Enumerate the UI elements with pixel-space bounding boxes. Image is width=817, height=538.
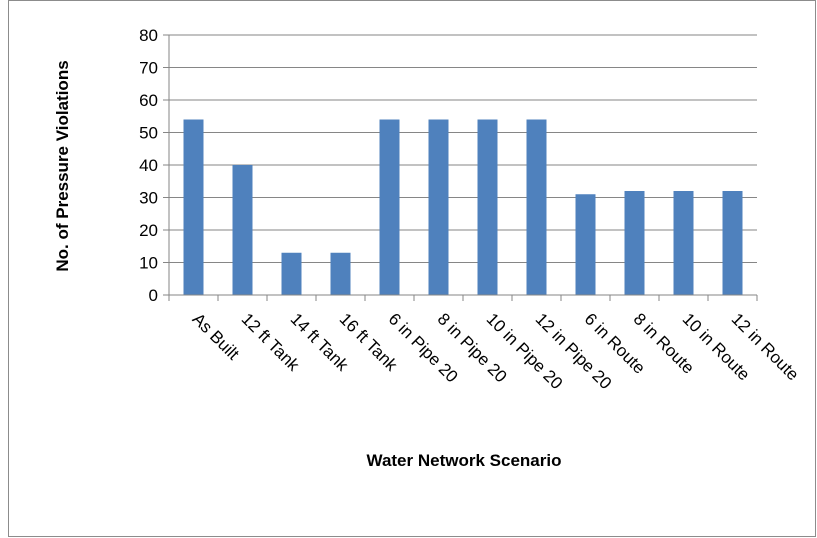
y-tick-labels: 0 10 20 30 40 50 60 70 80: [139, 26, 158, 305]
gridlines: [169, 34, 757, 263]
x-tick-label: As Built: [189, 309, 243, 363]
bar: [330, 252, 351, 295]
bar: [281, 252, 302, 295]
bar: [379, 119, 400, 295]
bars: [183, 119, 743, 295]
y-tick-label: 70: [139, 59, 158, 78]
bar: [232, 165, 253, 295]
bar: [477, 119, 498, 295]
y-tick-label: 20: [139, 221, 158, 240]
x-axis-title: Water Network Scenario: [367, 451, 562, 470]
bar: [624, 191, 645, 295]
y-tick-label: 40: [139, 156, 158, 175]
bar: [526, 119, 547, 295]
bar: [428, 119, 449, 295]
y-axis-title: No. of Pressure Violations: [53, 60, 72, 271]
y-tick-label: 10: [139, 254, 158, 273]
y-tick-label: 0: [149, 286, 158, 305]
bar: [575, 194, 596, 295]
axes: [163, 34, 758, 301]
y-tick-label: 80: [139, 26, 158, 45]
bar: [722, 191, 743, 295]
y-tick-label: 30: [139, 189, 158, 208]
y-tick-label: 50: [139, 124, 158, 143]
bar: [673, 191, 694, 295]
y-tick-label: 60: [139, 91, 158, 110]
bar: [183, 119, 204, 295]
